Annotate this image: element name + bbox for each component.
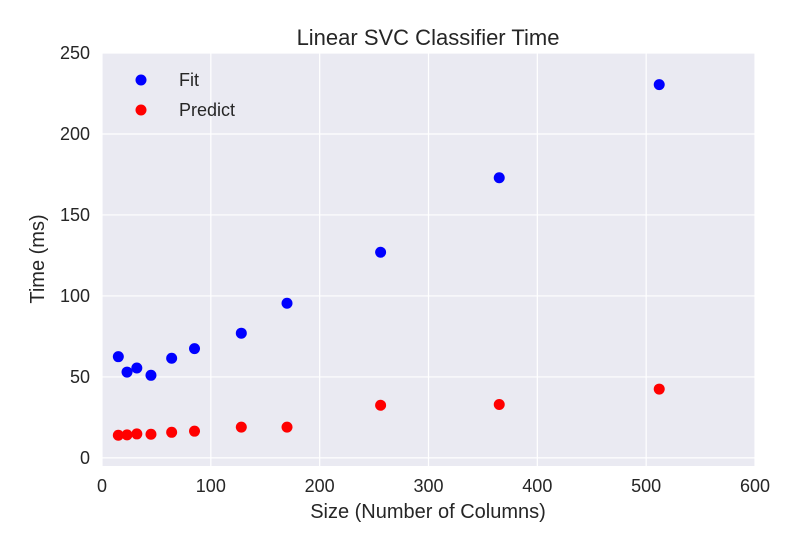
legend-marker-predict [135, 104, 147, 116]
x-tick-label: 300 [413, 476, 443, 496]
y-tick-label: 100 [60, 286, 90, 306]
data-point-predict [112, 429, 124, 441]
legend: Fit Predict [135, 70, 235, 120]
data-point-predict [653, 383, 665, 395]
y-tick-label: 250 [60, 43, 90, 63]
chart-title: Linear SVC Classifier Time [297, 25, 560, 50]
data-point-fit [281, 297, 293, 309]
data-point-predict [235, 421, 247, 433]
data-point-predict [189, 425, 201, 437]
data-point-fit [189, 343, 201, 355]
x-axis-label: Size (Number of Columns) [310, 501, 546, 523]
series-fit [112, 79, 665, 381]
legend-label-fit: Fit [179, 70, 199, 90]
grid [101, 52, 756, 466]
data-point-fit [112, 351, 124, 363]
x-tick-label: 0 [97, 476, 107, 496]
data-point-fit [493, 172, 505, 184]
x-tick-label: 500 [631, 476, 661, 496]
legend-marker-fit [135, 74, 147, 86]
series-predict [112, 383, 665, 441]
data-point-fit [653, 79, 665, 91]
data-point-predict [131, 428, 143, 440]
data-point-fit [166, 352, 178, 364]
y-tick-label: 150 [60, 205, 90, 225]
data-point-predict [121, 429, 133, 441]
x-tick-label: 200 [305, 476, 335, 496]
data-point-fit [131, 362, 143, 374]
x-tick-label: 600 [740, 476, 770, 496]
data-point-fit [121, 366, 133, 378]
data-point-fit [235, 327, 247, 339]
y-tick-label: 0 [80, 448, 90, 468]
data-points [112, 79, 665, 441]
x-tick-label: 400 [522, 476, 552, 496]
data-point-predict [166, 426, 178, 438]
y-tick-label: 50 [70, 367, 90, 387]
data-point-predict [375, 399, 387, 411]
y-axis-label: Time (ms) [27, 214, 49, 303]
data-point-predict [281, 421, 293, 433]
y-tick-label: 200 [60, 124, 90, 144]
data-point-fit [145, 369, 157, 381]
data-point-predict [493, 398, 505, 410]
legend-label-predict: Predict [179, 100, 235, 120]
data-point-fit [375, 246, 387, 258]
data-point-predict [145, 428, 157, 440]
x-tick-label: 100 [196, 476, 226, 496]
ticks: 0 100 200 300 400 500 600 0 50 100 150 200 250 [60, 43, 770, 496]
